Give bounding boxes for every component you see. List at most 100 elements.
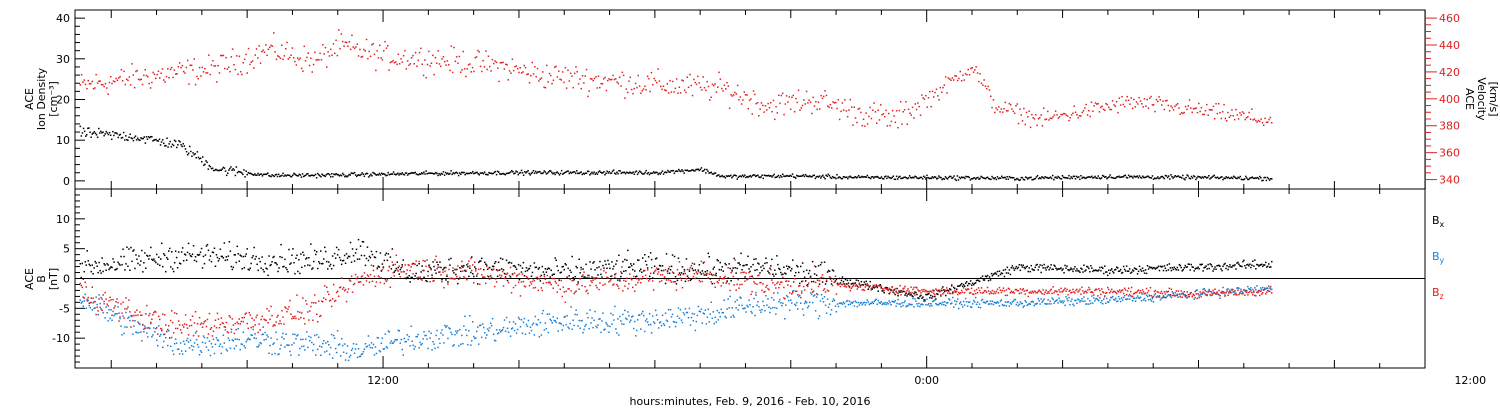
by-series-point [912, 297, 914, 300]
velocity-series-point [795, 97, 797, 100]
density-series-point [710, 171, 712, 174]
velocity-series-point [1045, 118, 1048, 120]
by-series-point [364, 343, 367, 345]
by-series-point [978, 303, 981, 305]
bz-series-point [523, 285, 526, 287]
by-series-point [1087, 297, 1089, 300]
density-series-point [1091, 175, 1093, 178]
bz-series-point [140, 314, 142, 316]
density-series-point [773, 173, 775, 176]
bx-series-point [861, 284, 864, 286]
velocity-series-point [611, 78, 613, 81]
velocity-series-point [628, 80, 630, 82]
by-series-point [1119, 300, 1122, 303]
by-series-point [506, 327, 509, 330]
bx-series-point [1134, 268, 1137, 270]
density-series-point [656, 171, 658, 174]
by-series-point [984, 302, 987, 304]
density-series-point [603, 171, 605, 173]
bx-series-point [314, 249, 316, 252]
by-series-point [520, 319, 523, 321]
density-series-point [102, 131, 104, 133]
by-series-point [683, 313, 686, 316]
density-series-point [533, 172, 536, 174]
by-series-point [1133, 297, 1136, 299]
by-series-point [408, 335, 410, 338]
velocity-series-point [1134, 106, 1136, 108]
density-series-point [882, 178, 885, 180]
velocity-series-point [760, 102, 763, 104]
bx-series-point [621, 272, 623, 274]
by-series-point [186, 337, 189, 340]
bx-series-point [518, 279, 521, 281]
bx-series-point [616, 260, 618, 262]
by-series-point [354, 348, 357, 350]
velocity-series-point [951, 77, 954, 79]
density-series-point [875, 176, 877, 178]
velocity-series-point [633, 87, 635, 90]
bx-series-point [664, 282, 667, 285]
bx-series-point [622, 260, 624, 263]
density-series-point [1050, 177, 1053, 180]
density-series-point [687, 170, 690, 172]
density-series-point [103, 134, 105, 137]
density-series-point [1190, 175, 1193, 178]
bx-series-point [685, 258, 688, 260]
bx-series-point [1037, 269, 1039, 271]
density-series-point [1055, 176, 1057, 178]
bx-series-point [1191, 266, 1193, 268]
density-series-point [242, 173, 244, 176]
bz-series-point [565, 290, 567, 293]
bx-series-point [94, 260, 96, 263]
density-series-point [392, 171, 395, 173]
bx-series-point [248, 269, 250, 271]
bx-series-point [834, 280, 837, 282]
bx-series-point [982, 279, 985, 281]
density-series-point [1198, 176, 1200, 178]
by-series-point [1059, 300, 1061, 302]
bz-series-point [406, 269, 408, 271]
density-series-point [631, 172, 633, 174]
bx-series-point [641, 271, 643, 273]
density-series-point [1233, 175, 1235, 178]
velocity-series-point [518, 71, 520, 74]
by-series-point [638, 314, 640, 316]
density-series-point [852, 177, 854, 179]
by-series-point [212, 338, 215, 341]
bx-series-point [499, 257, 502, 260]
by-series-point [1149, 298, 1152, 301]
density-series-point [582, 172, 585, 175]
bx-series-point [934, 295, 936, 298]
bx-series-point [398, 273, 400, 275]
velocity-series-point [376, 50, 378, 52]
bx-series-point [627, 249, 629, 252]
bz-series-point [234, 322, 236, 325]
bx-series-point [383, 259, 386, 262]
bx-series-point [1105, 271, 1107, 273]
velocity-series-point [665, 89, 667, 92]
density-series-point [532, 170, 535, 172]
density-series-point [588, 170, 590, 173]
bz-series-point [202, 322, 205, 325]
by-series-point [1194, 296, 1196, 299]
by-series-point [1058, 297, 1060, 300]
by-series-point [253, 337, 255, 339]
bx-series-point [1056, 269, 1058, 271]
density-series-point [269, 175, 271, 177]
velocity-series-point [702, 76, 704, 78]
by-series-point [492, 333, 495, 335]
bx-series-point [1017, 266, 1020, 269]
velocity-series-point [218, 72, 221, 74]
density-series-point [637, 171, 640, 174]
density-series-point [762, 177, 764, 180]
by-series-point [1245, 291, 1247, 293]
bz-series-point [389, 286, 392, 288]
by-series-point [276, 338, 278, 341]
by-series-point [975, 303, 978, 306]
velocity-series-point [234, 68, 237, 71]
density-series-point [244, 176, 246, 178]
velocity-series-point [573, 72, 576, 75]
by-series-point [1235, 292, 1237, 295]
by-series-point [691, 312, 694, 315]
bx-series-point [238, 260, 240, 262]
